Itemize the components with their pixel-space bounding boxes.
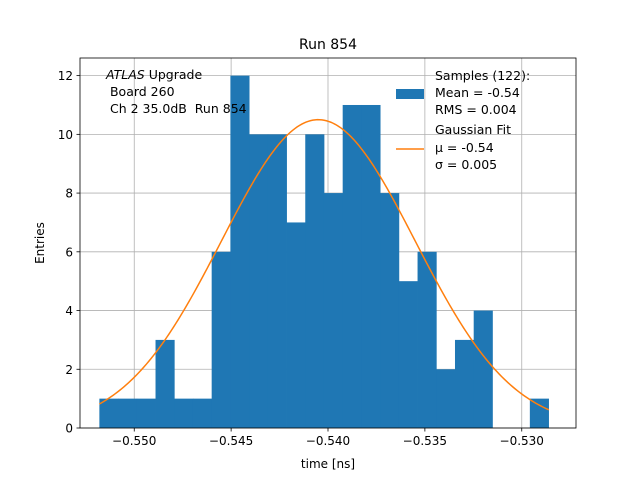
histogram-bar (174, 398, 194, 428)
atlas-label: ATLAS (105, 67, 145, 82)
annotation-line-1: ATLAS Upgrade (105, 67, 202, 82)
histogram-bar (361, 104, 381, 428)
legend-samples-rms: RMS = 0.004 (435, 102, 517, 117)
x-tick-label: −0.545 (209, 434, 253, 448)
annotation-channel-run: Ch 2 35.0dB Run 854 (106, 101, 247, 116)
histogram-bar (136, 398, 156, 428)
histogram-bar (155, 339, 175, 428)
legend-fit-sigma: σ = 0.005 (435, 157, 497, 172)
histogram-bar (267, 134, 287, 428)
y-tick-label: 8 (65, 187, 73, 201)
y-tick-label: 4 (65, 304, 73, 318)
histogram-bar (473, 310, 493, 428)
legend: Samples (122): Mean = -0.54 RMS = 0.004 … (396, 68, 530, 172)
atlas-annotation: ATLAS Upgrade Board 260 Ch 2 35.0dB Run … (105, 67, 247, 116)
histogram-bar (305, 134, 325, 428)
histogram-bar (436, 369, 456, 428)
legend-fit-title: Gaussian Fit (435, 122, 511, 137)
histogram-bar (454, 339, 475, 428)
x-tick-label: −0.550 (112, 434, 156, 448)
x-tick-label: −0.530 (500, 434, 544, 448)
y-tick-label: 10 (58, 128, 73, 142)
histogram-bar (342, 104, 362, 428)
legend-samples-mean: Mean = -0.54 (435, 85, 520, 100)
histogram-bar (417, 251, 437, 428)
annotation-board: Board 260 (106, 84, 175, 99)
y-tick-label: 12 (58, 69, 73, 83)
legend-fit-mu: μ = -0.54 (435, 140, 494, 155)
legend-samples-title: Samples (122): (435, 68, 530, 83)
histogram-bar (529, 398, 549, 428)
chart-title: Run 854 (299, 37, 357, 53)
x-tick-label: −0.540 (306, 434, 350, 448)
histogram-bar (99, 398, 119, 428)
y-tick-label: 0 (65, 422, 73, 436)
axis-ticks: −0.550 −0.545 −0.540 −0.535 −0.530 0 2 4 6 8 10 12 (58, 69, 544, 448)
plot-frame (79, 57, 577, 429)
y-tick-label: 6 (65, 245, 73, 259)
histogram-bars (99, 75, 549, 428)
upgrade-label: Upgrade (145, 67, 203, 82)
x-axis-label: time [ns] (301, 457, 355, 471)
gaussian-fit-curve (99, 118, 550, 411)
histogram-bar (249, 134, 269, 428)
histogram-bar (380, 193, 400, 428)
histogram-bar (230, 75, 250, 428)
x-tick-label: −0.535 (403, 434, 447, 448)
legend-samples-swatch (396, 89, 424, 99)
histogram-bar (398, 281, 418, 428)
y-axis-label: Entries (33, 222, 47, 264)
histogram-bar (211, 251, 231, 428)
histogram-bar (118, 398, 138, 428)
histogram-bar (323, 193, 344, 428)
histogram-bar (286, 222, 306, 428)
y-tick-label: 2 (65, 363, 73, 377)
histogram-bar (192, 398, 213, 428)
